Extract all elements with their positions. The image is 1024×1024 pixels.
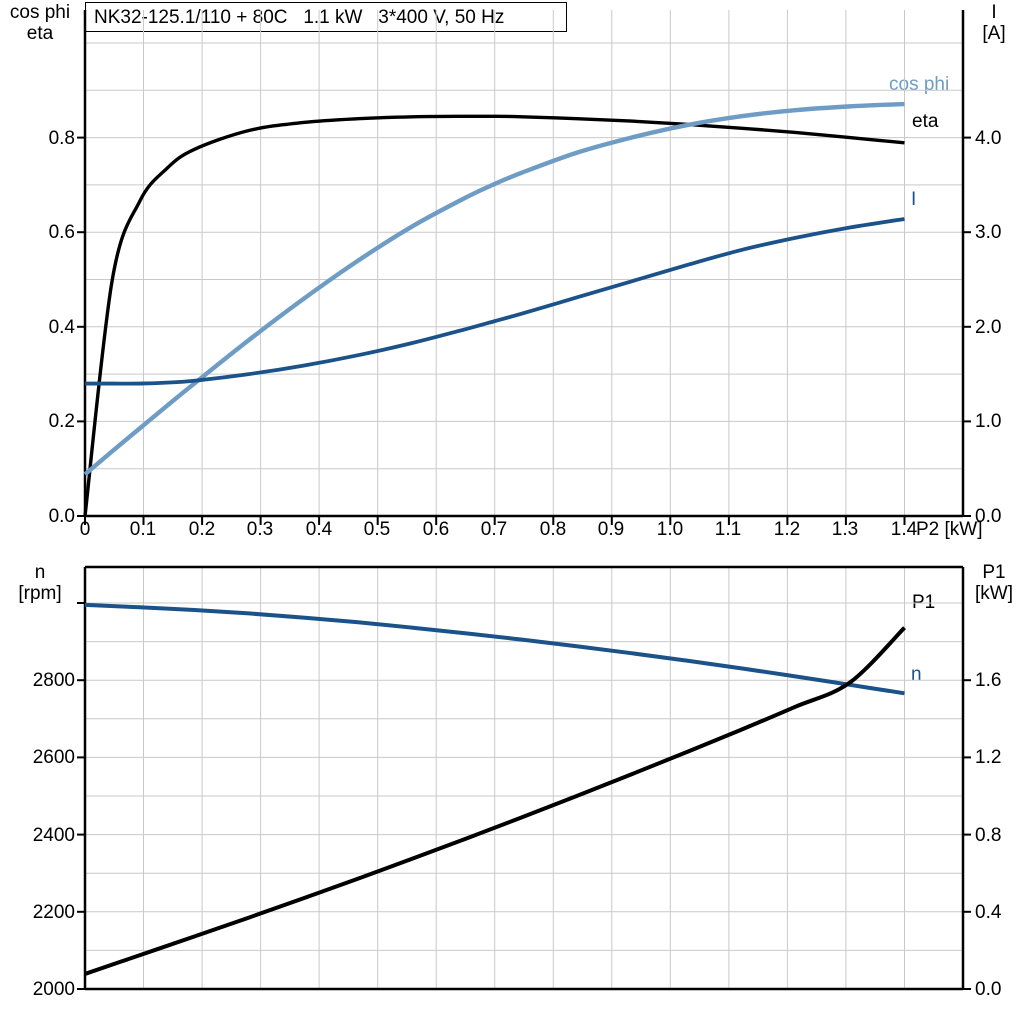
plot-canvas: [0, 0, 1024, 1024]
top-tick-marks: [77, 138, 971, 525]
bottom-axes: [85, 567, 963, 989]
bottom-grid: [85, 567, 963, 989]
top-axes: [85, 10, 963, 516]
top-grid: [85, 10, 963, 516]
pump-performance-chart: NK32-125.1/110 + 80C 1.1 kW 3*400 V, 50 …: [0, 0, 1024, 1024]
